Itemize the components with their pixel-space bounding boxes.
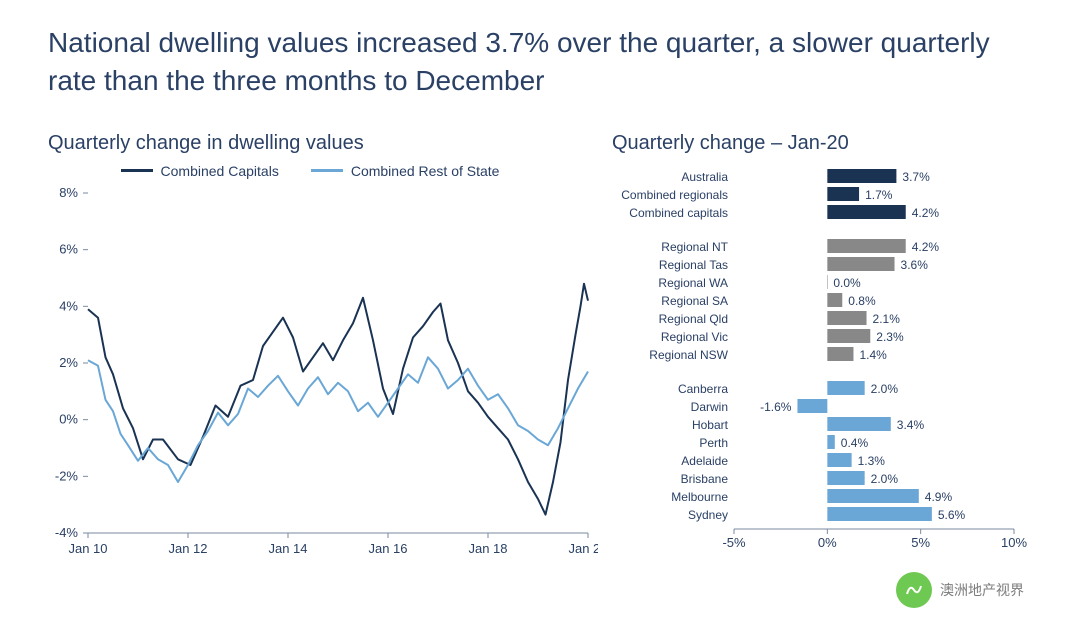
bar-value: 4.2% — [912, 240, 940, 254]
line-series — [88, 357, 588, 482]
bar-value: 0.8% — [848, 294, 876, 308]
bar — [827, 293, 842, 307]
bar-chart-container: Quarterly change – Jan-20 Australia 3.7% C… — [604, 108, 1044, 561]
bar-label: Regional NSW — [649, 348, 728, 362]
bar — [827, 489, 918, 503]
bar — [827, 453, 851, 467]
bar-label: Regional WA — [658, 276, 728, 290]
bar — [827, 205, 905, 219]
watermark-logo-icon — [896, 572, 932, 608]
x-tick-label: 5% — [911, 535, 930, 550]
svg-text:Jan 18: Jan 18 — [468, 541, 507, 556]
line-chart-container: Quarterly change in dwelling values Comb… — [40, 108, 580, 561]
bar-label: Combined capitals — [629, 206, 728, 220]
svg-text:Jan 20: Jan 20 — [568, 541, 598, 556]
bar — [797, 399, 827, 413]
bar-value: 4.9% — [925, 490, 953, 504]
svg-text:8%: 8% — [59, 185, 78, 200]
bar-label: Perth — [699, 436, 728, 450]
svg-text:-2%: -2% — [55, 468, 79, 483]
bar — [827, 169, 896, 183]
bar-label: Sydney — [688, 508, 728, 522]
bar-value: 2.0% — [871, 382, 899, 396]
bar-label: Melbourne — [671, 490, 728, 504]
bar-value: -1.6% — [760, 400, 792, 414]
bar-label: Brisbane — [681, 472, 729, 486]
bar — [827, 329, 870, 343]
legend-item-capitals: Combined Capitals — [121, 163, 279, 179]
svg-text:Jan 14: Jan 14 — [268, 541, 307, 556]
bar-value: 5.6% — [938, 508, 966, 522]
bar-chart-svg: Australia 3.7% Combined regionals 1.7% Combi… — [604, 163, 1064, 551]
bar-value: 4.2% — [912, 206, 940, 220]
bar-value: 1.3% — [858, 454, 886, 468]
bar — [827, 187, 859, 201]
bar — [827, 347, 853, 361]
bar — [827, 257, 894, 271]
bar — [827, 239, 905, 253]
legend-label: Combined Capitals — [161, 163, 279, 179]
bar-label: Adelaide — [681, 454, 728, 468]
bar-label: Hobart — [692, 418, 729, 432]
bar-label: Regional Vic — [661, 330, 728, 344]
bar — [827, 417, 890, 431]
line-chart-legend: Combined Capitals Combined Rest of State — [40, 163, 580, 179]
svg-text:4%: 4% — [59, 298, 78, 313]
line-series — [88, 283, 588, 514]
bar-value: 3.4% — [897, 418, 925, 432]
bar-value: 1.4% — [859, 348, 887, 362]
line-chart-title: Quarterly change in dwelling values — [48, 132, 580, 155]
bar-label: Canberra — [678, 382, 728, 396]
bar-value: 2.1% — [873, 312, 901, 326]
svg-text:2%: 2% — [59, 355, 78, 370]
legend-swatch — [311, 169, 343, 172]
bar-label: Australia — [681, 170, 728, 184]
legend-swatch — [121, 169, 153, 172]
bar — [827, 311, 866, 325]
bar-value: 0.4% — [841, 436, 869, 450]
bar — [827, 471, 864, 485]
bar-label: Combined regionals — [621, 188, 728, 202]
bar-label: Regional Qld — [659, 312, 728, 326]
bar — [827, 435, 834, 449]
bar-value: 0.0% — [833, 276, 861, 290]
svg-text:6%: 6% — [59, 241, 78, 256]
bar-value: 3.6% — [901, 258, 929, 272]
bar — [827, 507, 932, 521]
bar — [827, 275, 828, 289]
bar-value: 3.7% — [902, 170, 930, 184]
line-chart-svg: -4% -2% 0% 2% 4% 6% 8% Jan 10 Jan 12 Jan 14 Jan 16… — [40, 183, 598, 561]
page-title: National dwelling values increased 3.7% … — [0, 0, 1080, 108]
svg-text:0%: 0% — [59, 411, 78, 426]
bar — [827, 381, 864, 395]
bar-value: 2.3% — [876, 330, 904, 344]
watermark-text: 澳洲地产视界 — [940, 580, 1024, 600]
x-tick-label: -5% — [722, 535, 746, 550]
svg-text:-4%: -4% — [55, 525, 79, 540]
bar-chart-title: Quarterly change – Jan-20 — [612, 132, 1044, 155]
svg-text:Jan 12: Jan 12 — [168, 541, 207, 556]
svg-text:Jan 10: Jan 10 — [68, 541, 107, 556]
x-tick-label: 0% — [818, 535, 837, 550]
svg-text:Jan 16: Jan 16 — [368, 541, 407, 556]
bar-label: Regional Tas — [659, 258, 728, 272]
bar-label: Regional NT — [661, 240, 728, 254]
x-tick-label: 10% — [1001, 535, 1027, 550]
bar-label: Darwin — [691, 400, 728, 414]
legend-label: Combined Rest of State — [351, 163, 500, 179]
bar-label: Regional SA — [661, 294, 728, 308]
legend-item-rest: Combined Rest of State — [311, 163, 500, 179]
bar-value: 2.0% — [871, 472, 899, 486]
watermark: 澳洲地产视界 — [896, 572, 1024, 608]
bar-value: 1.7% — [865, 188, 893, 202]
